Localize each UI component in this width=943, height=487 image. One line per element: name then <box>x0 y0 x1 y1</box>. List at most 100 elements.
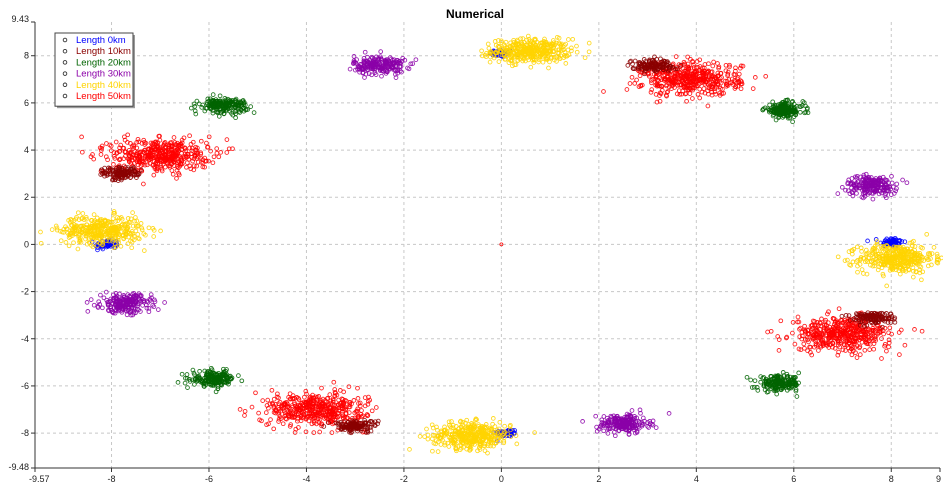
data-point <box>118 243 124 249</box>
data-point <box>543 39 549 45</box>
data-point <box>862 190 868 195</box>
data-point <box>890 184 896 190</box>
data-point <box>864 271 870 277</box>
data-point <box>627 81 633 86</box>
data-point <box>548 48 553 54</box>
data-point <box>217 93 223 99</box>
data-point <box>99 225 104 231</box>
data-point <box>574 49 580 55</box>
data-point <box>105 302 111 308</box>
data-point <box>355 396 361 401</box>
data-point <box>128 309 134 315</box>
data-point <box>448 424 453 430</box>
data-point <box>529 39 534 45</box>
data-point <box>121 301 127 307</box>
data-point <box>892 238 898 243</box>
data-point <box>119 309 125 315</box>
data-point <box>128 230 134 236</box>
data-point <box>785 115 791 121</box>
data-point <box>551 48 557 54</box>
data-point <box>857 352 863 357</box>
data-point <box>906 260 912 266</box>
data-point <box>130 223 136 229</box>
data-point <box>779 107 785 113</box>
data-point <box>650 422 656 428</box>
data-point <box>574 43 579 49</box>
data-point <box>449 419 454 424</box>
data-point <box>871 346 877 352</box>
data-point <box>429 422 435 428</box>
data-point <box>391 60 397 66</box>
data-point <box>912 327 917 332</box>
data-point <box>454 429 460 435</box>
data-point <box>492 39 498 44</box>
data-point <box>816 348 821 353</box>
data-point <box>796 370 802 376</box>
data-point <box>357 69 362 75</box>
data-point <box>701 86 707 91</box>
data-point <box>880 256 886 261</box>
data-point <box>839 184 845 190</box>
data-point <box>605 418 611 423</box>
data-point <box>855 263 860 269</box>
data-point <box>797 109 803 115</box>
data-point <box>125 225 131 230</box>
data-point <box>790 119 795 125</box>
data-point <box>98 292 103 298</box>
data-point <box>862 259 868 265</box>
data-point <box>468 426 474 432</box>
data-point <box>85 309 91 314</box>
data-point <box>105 220 110 226</box>
data-point <box>791 108 797 114</box>
data-point <box>586 49 592 55</box>
data-point <box>534 48 540 54</box>
data-point <box>123 221 129 227</box>
data-point <box>123 228 128 234</box>
data-point <box>918 245 924 250</box>
data-point <box>253 390 258 396</box>
data-point <box>878 244 884 249</box>
data-point <box>854 244 860 250</box>
data-point <box>351 54 357 59</box>
data-point <box>397 68 403 74</box>
data-point <box>767 102 772 108</box>
data-point <box>910 256 916 261</box>
data-point <box>752 75 758 80</box>
data-point <box>873 257 878 262</box>
data-point <box>94 215 100 221</box>
data-point <box>192 382 197 387</box>
data-point <box>408 61 414 67</box>
data-point <box>499 434 504 439</box>
data-point <box>863 171 869 177</box>
data-point <box>97 302 103 307</box>
data-point <box>601 422 607 427</box>
data-point <box>103 289 109 295</box>
data-point <box>89 243 94 248</box>
data-point <box>586 40 592 46</box>
data-point <box>347 66 353 72</box>
data-point <box>859 249 864 254</box>
data-point <box>92 232 98 238</box>
data-point <box>596 426 602 432</box>
data-point <box>54 225 60 231</box>
data-point <box>69 223 75 228</box>
data-point <box>556 40 562 46</box>
data-point <box>804 106 810 112</box>
data-point <box>752 378 758 384</box>
data-point <box>861 172 867 178</box>
data-point <box>508 434 514 439</box>
data-point <box>454 448 459 454</box>
data-point <box>138 221 144 226</box>
data-point <box>488 54 493 60</box>
data-point <box>406 66 412 72</box>
data-point <box>133 215 138 220</box>
data-point <box>162 300 167 305</box>
data-point <box>469 433 474 438</box>
data-point <box>624 411 630 417</box>
data-point <box>605 426 611 432</box>
data-point <box>634 428 640 434</box>
data-point <box>601 414 607 419</box>
data-point <box>458 434 463 440</box>
data-point <box>110 310 116 316</box>
data-point <box>605 431 611 436</box>
